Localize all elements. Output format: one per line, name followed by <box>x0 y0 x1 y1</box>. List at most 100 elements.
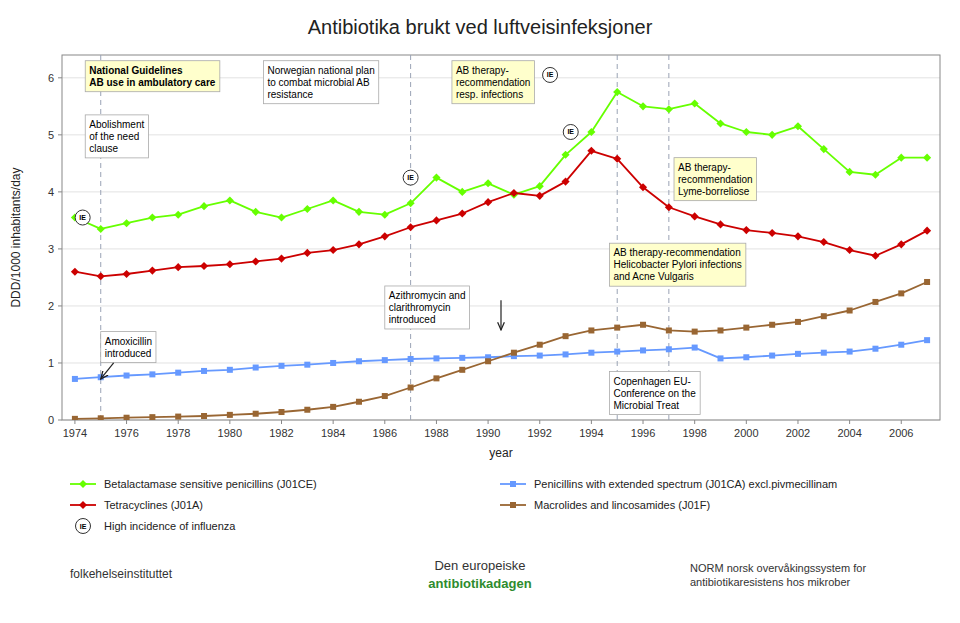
annotation-text: Copenhagen EU-Conference on theMicrobial… <box>613 376 696 411</box>
series-marker <box>924 279 930 285</box>
series-marker <box>200 262 208 270</box>
series-marker <box>330 360 336 366</box>
series-marker <box>72 416 78 420</box>
annotation: Norwegian national planto combat microbi… <box>263 61 378 104</box>
series-marker <box>381 232 389 240</box>
series-marker <box>432 216 440 224</box>
series-marker <box>614 325 620 331</box>
x-tick-label: 2006 <box>889 427 913 439</box>
series-marker <box>846 246 854 254</box>
x-tick-label: 1988 <box>424 427 448 439</box>
y-tick <box>58 362 62 363</box>
y-tick-label: 2 <box>48 300 54 312</box>
annotation-text-line: Helicobacter Pylori infections <box>613 259 741 270</box>
series-marker <box>665 203 673 211</box>
legend-label: Penicillins with extended spectrum (J01C… <box>534 478 837 490</box>
series-marker <box>691 212 699 220</box>
series-marker <box>174 211 182 219</box>
series-marker <box>277 213 285 221</box>
annotation-text: Amoxicillinintroduced <box>105 336 152 359</box>
series-marker <box>459 367 465 373</box>
series-marker <box>407 199 415 207</box>
series-marker <box>716 119 724 127</box>
series-marker <box>356 358 362 364</box>
series-marker <box>329 246 337 254</box>
x-tick-label: 1996 <box>631 427 655 439</box>
annotation-text-line: Conference on the <box>613 388 696 399</box>
series-marker <box>536 192 544 200</box>
series-marker <box>537 353 543 359</box>
annotation: AB therapy-recommendationLyme-borreliose <box>674 158 756 201</box>
annotation: Copenhagen EU-Conference on theMicrobial… <box>609 372 700 415</box>
series-marker <box>458 209 466 217</box>
x-tick <box>436 420 437 424</box>
series-marker <box>252 257 260 265</box>
x-tick-label: 1978 <box>166 427 190 439</box>
series-marker <box>253 411 259 417</box>
y-tick <box>58 305 62 306</box>
plot-frame <box>62 55 940 420</box>
y-tick-label: 5 <box>48 129 54 141</box>
annotation-text-line: Microbial Treat <box>613 400 679 411</box>
series-marker <box>148 267 156 275</box>
annotation-text-line: AB use in ambulatory care <box>89 77 216 88</box>
annotation: Azithromycin andclarithromycinintroduced <box>385 286 501 330</box>
y-tick-label: 3 <box>48 243 54 255</box>
annotation-text-line: Norwegian national plan <box>267 65 374 76</box>
series-marker <box>872 346 878 352</box>
series-marker <box>692 329 698 335</box>
annotation-text-line: clarithromycin <box>389 302 451 313</box>
series-marker <box>666 346 672 352</box>
series-marker <box>821 313 827 319</box>
annotation-text-line: Lyme-borreliose <box>678 186 750 197</box>
footer-text-line: antibiotikaresistens hos mikrober <box>690 576 851 588</box>
series-marker <box>303 249 311 257</box>
series-marker <box>588 350 594 356</box>
legend-marker <box>79 501 87 509</box>
series-marker <box>613 155 621 163</box>
series-marker <box>253 365 259 371</box>
series-marker <box>897 154 905 162</box>
x-tick <box>849 420 850 424</box>
series-line <box>75 151 927 276</box>
x-tick <box>797 420 798 424</box>
series-marker <box>898 342 904 348</box>
legend-item: Tetracyclines (J01A) <box>70 499 203 511</box>
x-tick-label: 2004 <box>837 427 861 439</box>
annotation-text: Norwegian national planto combat microbi… <box>267 65 374 100</box>
annotation-text: Abolishmentof the needclause <box>89 119 144 154</box>
series-marker <box>614 349 620 355</box>
x-tick <box>178 420 179 424</box>
annotation-text-line: resp. infections <box>456 89 523 100</box>
annotation-box <box>452 61 534 104</box>
influenza-marker <box>543 67 558 82</box>
series-marker <box>898 290 904 296</box>
y-tick <box>58 420 62 421</box>
series-marker <box>563 333 569 339</box>
series-marker <box>847 308 853 314</box>
annotation-arrow <box>500 300 501 330</box>
series-line <box>75 282 927 419</box>
x-tick <box>901 420 902 424</box>
series-marker <box>279 363 285 369</box>
x-axis-label: year <box>489 446 512 460</box>
series-marker <box>871 171 879 179</box>
series-marker <box>537 342 543 348</box>
x-tick <box>126 420 127 424</box>
series <box>72 279 930 420</box>
series-marker <box>768 131 776 139</box>
series-marker <box>124 373 130 379</box>
series-marker <box>279 409 285 415</box>
annotation-text-line: of the need <box>89 131 139 142</box>
annotation-box <box>263 61 378 104</box>
series-marker <box>355 240 363 248</box>
series-marker <box>330 404 336 410</box>
series-marker <box>124 415 130 420</box>
series-marker <box>563 351 569 357</box>
legend-marker <box>510 502 516 508</box>
annotation-box <box>609 243 745 286</box>
x-tick <box>281 420 282 424</box>
x-tick <box>384 420 385 424</box>
annotation-text: AB therapy-recommendationHelicobacter Py… <box>613 247 741 282</box>
x-tick-label: 1992 <box>527 427 551 439</box>
